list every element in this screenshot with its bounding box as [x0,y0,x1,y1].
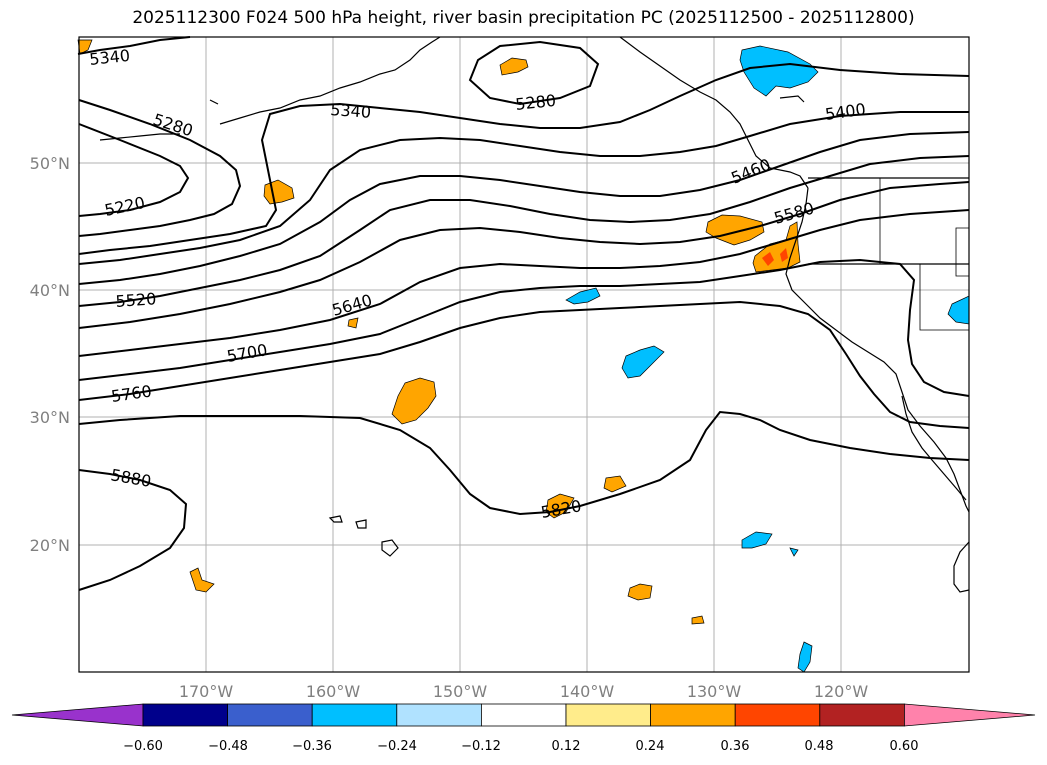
lat-tick-label: 30°N [30,408,70,427]
contour-line [78,62,970,255]
contour-line [78,99,242,237]
colorbar-label: −0.48 [208,739,248,754]
contour-line [78,209,970,357]
contour-label: 5340 [330,100,372,122]
colorbar-label: 0.24 [636,739,665,754]
precip-negative-patch [741,531,773,549]
colorbar-labels: −0.60 −0.48 −0.36 −0.24 −0.12 0.12 0.24 … [123,739,918,754]
colorbar-label: −0.24 [377,739,417,754]
contour-line [78,300,970,429]
colorbar-label: 0.36 [721,739,750,754]
lat-tick-label: 50°N [30,154,70,173]
colorbar-label: 0.48 [805,739,834,754]
contour-line [78,131,970,285]
colorbar-segment [650,703,736,727]
map-frame [78,36,970,673]
precip-negative-patch [565,287,601,305]
precip-positive-patch [691,615,705,625]
contour-line [468,40,600,106]
contour-label: 5520 [115,289,157,311]
height-contours [77,36,970,591]
lon-tick-label: 140°W [560,682,615,701]
contour-line [78,469,188,591]
lon-tick-labels: 170°W 160°W 150°W 140°W 130°W 120°W [179,682,869,701]
precip-negative-patch [739,45,819,97]
coastlines [99,36,970,593]
lat-tick-labels: 50°N 40°N 30°N 20°N [30,154,70,555]
contour-line [78,410,970,516]
colorbar-segment [142,703,228,727]
colorbar-extend-right [904,703,1036,727]
precip-patches [77,39,970,673]
colorbar [11,703,1036,727]
colorbar-segment [565,703,651,727]
precip-positive-patch [499,57,529,76]
lon-tick-label: 150°W [433,682,488,701]
colorbar-label: −0.60 [123,739,163,754]
colorbar-label: 0.12 [552,739,581,754]
map-title: 2025112300 F024 500 hPa height, river ba… [132,8,915,28]
colorbar-extend-left [11,703,144,727]
contour-line [77,36,191,55]
precip-negative-patch [621,345,665,379]
colorbar-segment [480,703,567,727]
precip-strong-patch [762,252,774,266]
precip-positive-patch [189,567,215,593]
precip-positive-patch [347,317,359,329]
precip-positive-patch [705,214,765,246]
colorbar-segment [396,703,482,727]
colorbar-segment [311,703,398,727]
precip-positive-patch [627,583,653,601]
precip-negative-patch [947,295,970,325]
colorbar-segment [734,703,821,727]
contour-label: 5280 [514,91,556,114]
contour-line [78,111,969,265]
map-area [79,37,969,672]
lat-tick-label: 40°N [30,281,70,300]
colorbar-segment [227,703,313,727]
colorbar-segment [819,703,905,727]
contour-line [78,155,970,307]
contour-line [78,181,970,329]
lon-tick-label: 130°W [687,682,742,701]
colorbar-label: 0.60 [890,739,919,754]
precip-positive-patch [391,377,437,425]
lon-tick-label: 160°W [306,682,361,701]
contour-line [78,123,190,217]
lat-tick-label: 20°N [30,536,70,555]
precip-negative-patch [789,547,799,557]
precip-strong-patch [780,248,788,262]
colorbar-label: −0.12 [461,739,501,754]
contour-label: 5340 [88,46,130,69]
contour-line [78,258,970,397]
colorbar-label: −0.36 [292,739,332,754]
precip-positive-patch [603,475,627,493]
lon-tick-label: 120°W [814,682,869,701]
lon-tick-label: 170°W [179,682,234,701]
